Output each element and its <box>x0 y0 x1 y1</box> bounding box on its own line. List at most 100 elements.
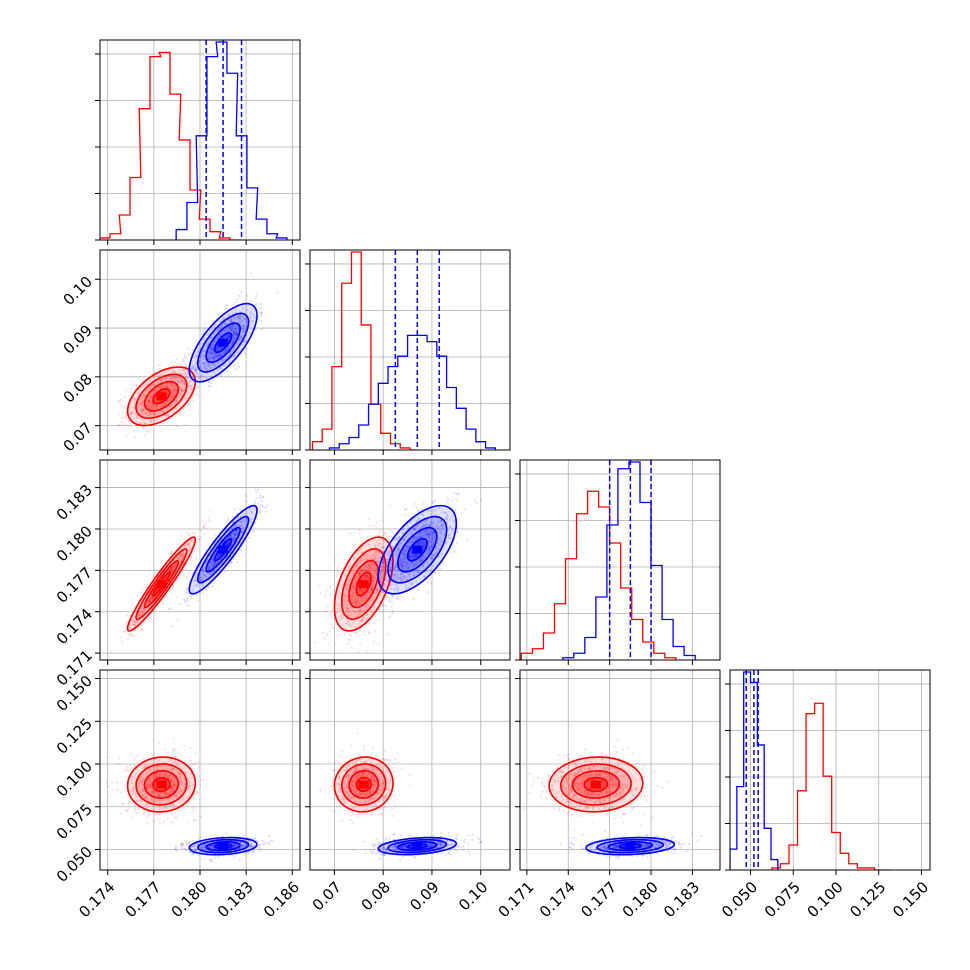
y-tick-label: 0.07 <box>60 419 96 455</box>
x-tick-label: 0.177 <box>577 878 620 921</box>
contour-line <box>126 756 197 813</box>
contour-line <box>135 548 188 621</box>
y-tick-label: 0.177 <box>53 564 96 607</box>
panel-content <box>520 460 720 660</box>
contour-line <box>143 380 180 412</box>
x-tick-label: 0.100 <box>804 878 847 921</box>
y-tick-label: 0.183 <box>53 481 96 524</box>
density-peak <box>156 780 167 789</box>
panel-frame <box>309 459 511 661</box>
panel-content <box>100 460 300 660</box>
panel-3-2 <box>519 669 721 871</box>
x-tick-label: 0.08 <box>358 878 394 914</box>
contour-line <box>396 841 438 852</box>
contour-line <box>397 526 438 573</box>
x-tick-label: 0.150 <box>889 878 932 921</box>
contour-line <box>188 302 258 383</box>
histogram-series-0 <box>771 702 892 870</box>
panel-2-0 <box>99 459 301 661</box>
contour-line <box>340 548 387 621</box>
y-tick-label: 0.050 <box>53 843 96 886</box>
x-tick-label: 0.174 <box>536 878 579 921</box>
panel-frame <box>729 669 931 871</box>
ticks-0-0 <box>95 53 293 245</box>
x-tick-label: 0.174 <box>75 878 118 921</box>
contour-line <box>548 756 644 813</box>
contour-line <box>387 838 448 854</box>
density-peak <box>590 780 601 789</box>
contour-line <box>585 836 676 856</box>
panel-frame <box>519 459 721 661</box>
y-tick-label: 0.10 <box>60 273 96 309</box>
panel-frame <box>309 249 511 451</box>
ticks-1-0: 0.07 0.08 0.09 0.10 <box>60 273 293 455</box>
contour-line <box>355 571 372 597</box>
contour-line <box>188 836 258 856</box>
contour-line <box>387 515 448 584</box>
x-tick-label: 0.09 <box>406 878 442 914</box>
x-tick-label: 0.186 <box>260 878 303 921</box>
contour-line <box>333 756 394 813</box>
panel-3-0 <box>99 669 301 871</box>
contour-line <box>348 559 380 609</box>
contour-line <box>126 536 197 632</box>
contour-line <box>196 312 250 373</box>
x-tick-label: 0.050 <box>718 878 761 921</box>
x-tick-label: 0.183 <box>214 878 257 921</box>
x-tick-label: 0.125 <box>846 878 889 921</box>
contour-line <box>196 515 250 584</box>
histogram-series-1 <box>328 334 497 450</box>
contour-line <box>188 504 258 595</box>
y-tick-label: 0.09 <box>60 321 96 357</box>
x-tick-label: 0.075 <box>761 878 804 921</box>
density-peak <box>358 780 369 789</box>
contour-line <box>205 841 241 852</box>
contour-line <box>152 388 171 405</box>
contour-line <box>205 322 241 364</box>
histogram-series-0 <box>520 490 677 660</box>
contour-line <box>126 366 197 427</box>
panel-content <box>310 460 510 660</box>
contour-line <box>348 769 380 799</box>
contour-line <box>571 770 621 799</box>
histogram-series-1 <box>562 461 696 660</box>
y-tick-label: 0.180 <box>53 522 96 565</box>
x-tick-label: 0.180 <box>168 878 211 921</box>
density-peak <box>412 545 423 554</box>
x-tick-label: 0.177 <box>121 878 164 921</box>
contour-line <box>143 770 180 799</box>
contour-line <box>196 838 250 854</box>
histogram-series-0 <box>311 251 420 450</box>
contour-line <box>377 504 458 595</box>
panel-content <box>520 670 720 870</box>
panel-frame <box>519 669 721 871</box>
y-tick-label: 0.174 <box>53 605 96 648</box>
panel-content <box>100 40 300 240</box>
density-peak <box>156 580 167 589</box>
panel-content <box>310 250 510 450</box>
contour-line <box>583 776 609 793</box>
x-tick-label: 0.183 <box>660 878 703 921</box>
contour-line <box>135 373 188 420</box>
x-tick-label: 0.180 <box>619 878 662 921</box>
panel-content <box>100 250 300 450</box>
panel-1-1 <box>309 249 511 451</box>
density-peak <box>156 392 167 401</box>
contour-line <box>377 836 458 856</box>
panel-2-2 <box>519 459 721 661</box>
density-peak <box>412 842 423 851</box>
panel-3-1 <box>309 669 511 871</box>
ticks-2-2 <box>515 473 693 665</box>
contour-line <box>340 763 387 806</box>
x-tick-label: 0.10 <box>455 878 491 914</box>
y-tick-label: 0.125 <box>53 715 96 758</box>
x-tick-label: 0.07 <box>309 878 345 914</box>
contour-line <box>607 841 654 852</box>
density-peak <box>358 580 369 589</box>
y-tick-label: 0.075 <box>53 800 96 843</box>
panel-3-3 <box>729 669 931 871</box>
contour-line <box>355 776 372 793</box>
contour-line <box>406 537 428 562</box>
contour-line <box>333 536 394 632</box>
